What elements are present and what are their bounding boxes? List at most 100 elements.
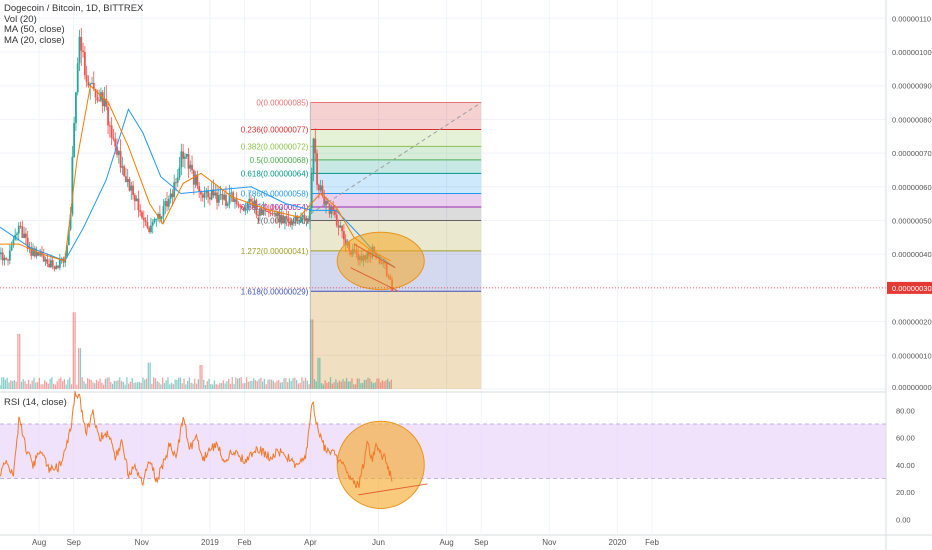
- volume-bar: [45, 381, 48, 389]
- volume-bar: [81, 377, 83, 389]
- candle-body: [8, 250, 11, 261]
- volume-bar: [78, 348, 80, 389]
- volume-bar: [383, 381, 385, 389]
- candle-body: [305, 218, 308, 221]
- volume-bar: [363, 379, 366, 389]
- candle-body: [133, 195, 136, 202]
- candle-body: [55, 265, 58, 270]
- candle-body: [241, 206, 243, 208]
- volume-bar: [288, 378, 291, 389]
- candle-body: [334, 210, 336, 215]
- volume-bar: [2, 377, 5, 389]
- candle-body: [148, 227, 151, 233]
- candle-body: [89, 83, 92, 86]
- candle-body: [46, 259, 49, 264]
- volume-bar: [19, 333, 21, 389]
- volume-bar: [119, 377, 121, 389]
- candle-body: [198, 186, 201, 192]
- candle-body: [10, 245, 13, 251]
- price-trendline: [350, 267, 399, 292]
- fib-zone: [310, 129, 482, 147]
- candle-body: [123, 166, 126, 177]
- volume-bar: [304, 377, 307, 389]
- candle-body: [58, 258, 61, 268]
- volume-bar: [369, 378, 371, 389]
- last-price-tag: [887, 281, 932, 294]
- fib-trend-dashed: [310, 102, 482, 215]
- candle-body: [85, 75, 88, 83]
- candle-body: [100, 92, 102, 101]
- ma20-line: [0, 84, 392, 262]
- volume-bar: [111, 383, 114, 389]
- volume-bar: [185, 384, 187, 389]
- candle-body: [141, 211, 143, 218]
- volume-bar: [188, 377, 191, 389]
- volume-bar: [238, 378, 241, 389]
- volume-bar: [170, 382, 173, 389]
- candle-body: [278, 211, 281, 223]
- candle-body: [291, 222, 293, 226]
- volume-bar: [335, 379, 337, 389]
- time-tick-label: Nov: [135, 538, 149, 547]
- volume-bar: [128, 383, 130, 389]
- candle-body: [80, 36, 83, 51]
- candle-body: [194, 174, 197, 185]
- candle-body: [223, 194, 226, 200]
- volume-bar: [244, 383, 246, 389]
- volume-bar: [133, 382, 135, 389]
- volume-bar: [158, 382, 160, 389]
- candle-body: [112, 137, 115, 140]
- candle-body: [73, 123, 76, 157]
- volume-bar: [345, 377, 348, 389]
- volume-bar: [294, 377, 296, 389]
- candle-body: [250, 198, 252, 202]
- candle-body: [107, 106, 109, 126]
- ma50-indicator-label[interactable]: MA (50, close): [4, 24, 65, 35]
- volume-bar: [269, 379, 271, 389]
- time-tick-label: Sep: [474, 538, 489, 547]
- fib-level-label: 0.786(0.00000058): [241, 190, 309, 199]
- volume-bar: [267, 379, 269, 389]
- volume-bar: [11, 381, 14, 389]
- volume-bar: [106, 377, 108, 389]
- rsi-tick-label: 0.00: [896, 515, 911, 524]
- candle-body: [303, 215, 306, 221]
- volume-bar: [331, 383, 333, 389]
- candle-body: [19, 225, 22, 227]
- volume-indicator-label[interactable]: Vol (20): [4, 13, 37, 25]
- volume-bar: [51, 377, 53, 389]
- fib-zone: [310, 102, 482, 130]
- candle-body: [217, 195, 220, 203]
- volume-bar: [251, 381, 253, 389]
- volume-bar: [322, 384, 325, 389]
- time-tick-label: Aug: [439, 538, 453, 547]
- price-tick-label: 0.00000110: [892, 14, 931, 23]
- price-trendline: [353, 243, 396, 269]
- candle-body: [3, 257, 6, 261]
- candle-body: [92, 82, 95, 89]
- candle-body: [175, 182, 177, 184]
- candle-body: [164, 201, 167, 207]
- rsi-title[interactable]: RSI (14, close): [4, 397, 67, 408]
- volume-bar: [319, 357, 321, 389]
- volume-bar: [149, 362, 151, 389]
- volume-bar: [272, 380, 275, 389]
- volume-bar: [315, 381, 317, 389]
- time-tick-label: Aug: [32, 538, 46, 547]
- volume-bar: [36, 382, 39, 389]
- volume-bar: [97, 381, 99, 389]
- volume-bar: [52, 383, 55, 389]
- volume-bar: [297, 383, 300, 389]
- candle-body: [67, 229, 70, 246]
- candle-body: [176, 177, 179, 183]
- candle-body: [280, 215, 283, 223]
- volume-bar: [40, 384, 42, 389]
- volume-bar: [224, 383, 226, 389]
- volume-bar: [103, 384, 105, 389]
- legend: Dogecoin / Bitcoin, 1D, BITTREX Vol (20)…: [4, 3, 143, 46]
- volume-bar: [276, 380, 278, 389]
- volume-bar: [85, 383, 87, 389]
- price-tick-label: 0.00000040: [892, 250, 932, 259]
- ma20-indicator-label[interactable]: MA (20, close): [4, 34, 65, 46]
- volume-bar: [240, 377, 242, 389]
